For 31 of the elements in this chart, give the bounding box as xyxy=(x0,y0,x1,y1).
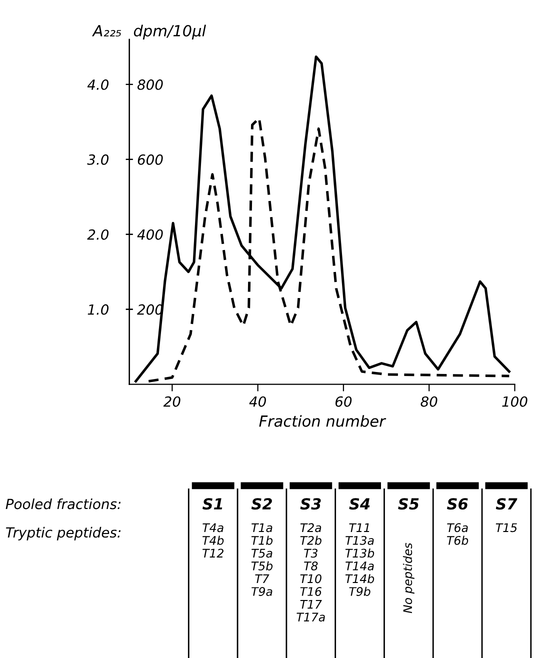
x-tick-label: 100 xyxy=(502,396,528,407)
text: Tryptic peptides: xyxy=(6,526,121,540)
y-axis-title: A₂₂₅ xyxy=(92,25,122,36)
y-tick-label: 3.0 xyxy=(87,154,109,165)
y-tick-label: 4.0 xyxy=(87,79,109,90)
category-label: S3 xyxy=(300,498,321,510)
category-label: S7 xyxy=(496,498,518,510)
text: T6a T6b xyxy=(446,523,468,545)
x-tick-label: 80 xyxy=(420,396,438,407)
text: T4a T4b T12 xyxy=(202,523,224,558)
text: T11 T13a T13b T14a T14b T9b xyxy=(345,523,374,596)
category-label: S6 xyxy=(446,498,468,510)
text: T1a T1b T5a T5b T7 T9a xyxy=(251,523,273,596)
category-label: S1 xyxy=(202,498,222,510)
y-tick-label: 1.0 xyxy=(88,304,109,315)
y2-tick-label: 400 xyxy=(137,229,163,240)
x-tick-label: 60 xyxy=(336,396,352,407)
category-label: S2 xyxy=(251,498,272,510)
text: No peptides xyxy=(402,542,414,614)
x-axis-title: Fraction number xyxy=(259,415,386,427)
category-label: S4 xyxy=(349,498,370,510)
y-tick-label: 2.0 xyxy=(87,229,109,240)
text: Pooled fractions: xyxy=(6,498,121,510)
x-tick-label: 40 xyxy=(249,396,266,407)
text: T15 xyxy=(496,523,517,532)
text: T2a T2b T3 T8 T10 T16 T17 T17a xyxy=(296,523,325,622)
y2-tick-label: 800 xyxy=(137,79,163,90)
category-label: S5 xyxy=(398,498,419,510)
y2-axis-title: dpm/10µl xyxy=(134,24,206,40)
x-tick-label: 20 xyxy=(163,396,180,407)
y2-tick-label: 600 xyxy=(138,154,163,165)
